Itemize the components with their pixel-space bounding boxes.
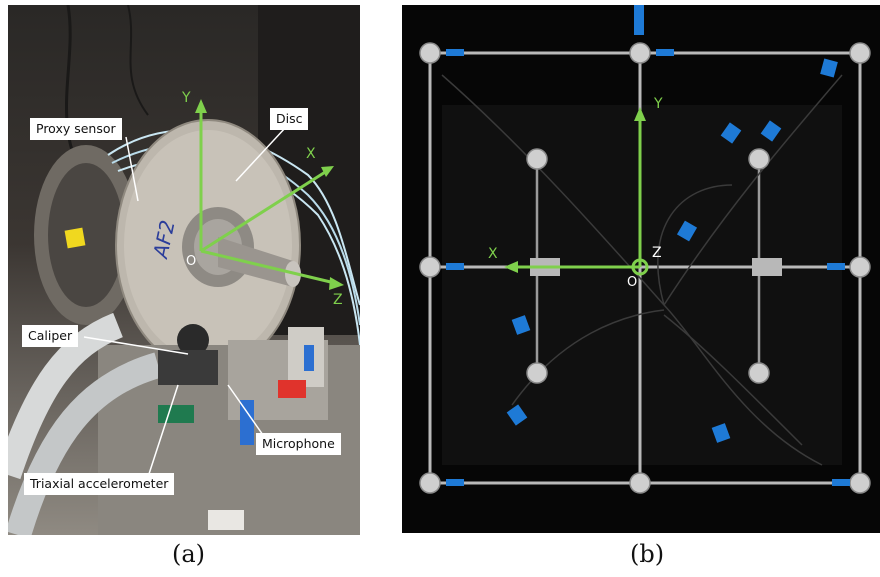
photo-a-drawing bbox=[8, 5, 360, 535]
photo-panel-b: Y X Z O bbox=[402, 5, 880, 533]
disc-label: Disc bbox=[270, 108, 309, 130]
caliper-label: Caliper bbox=[22, 325, 79, 347]
triaxial-accelerometer-label: Triaxial accelerometer bbox=[24, 473, 175, 495]
microphone-label: Microphone bbox=[256, 433, 341, 455]
origin-label-a: O bbox=[186, 254, 197, 269]
axis-y-label-a: Y bbox=[182, 90, 191, 106]
photo-panel-a: Y X Z O AF2 Proxy sensor Disc Caliper Mi… bbox=[8, 5, 360, 535]
axis-x-label-a: X bbox=[306, 146, 316, 162]
axis-x-label-b: X bbox=[488, 246, 498, 262]
axis-z-label-a: Z bbox=[333, 292, 343, 308]
axis-y-label-b: Y bbox=[654, 96, 663, 112]
caption-b: (b) bbox=[630, 540, 665, 568]
axis-z-label-b: Z bbox=[652, 245, 662, 261]
proxy-sensor-label: Proxy sensor bbox=[30, 118, 122, 140]
origin-label-b: O bbox=[627, 275, 638, 290]
photo-b-drawing bbox=[419, 5, 871, 494]
caption-a: (a) bbox=[172, 540, 206, 568]
